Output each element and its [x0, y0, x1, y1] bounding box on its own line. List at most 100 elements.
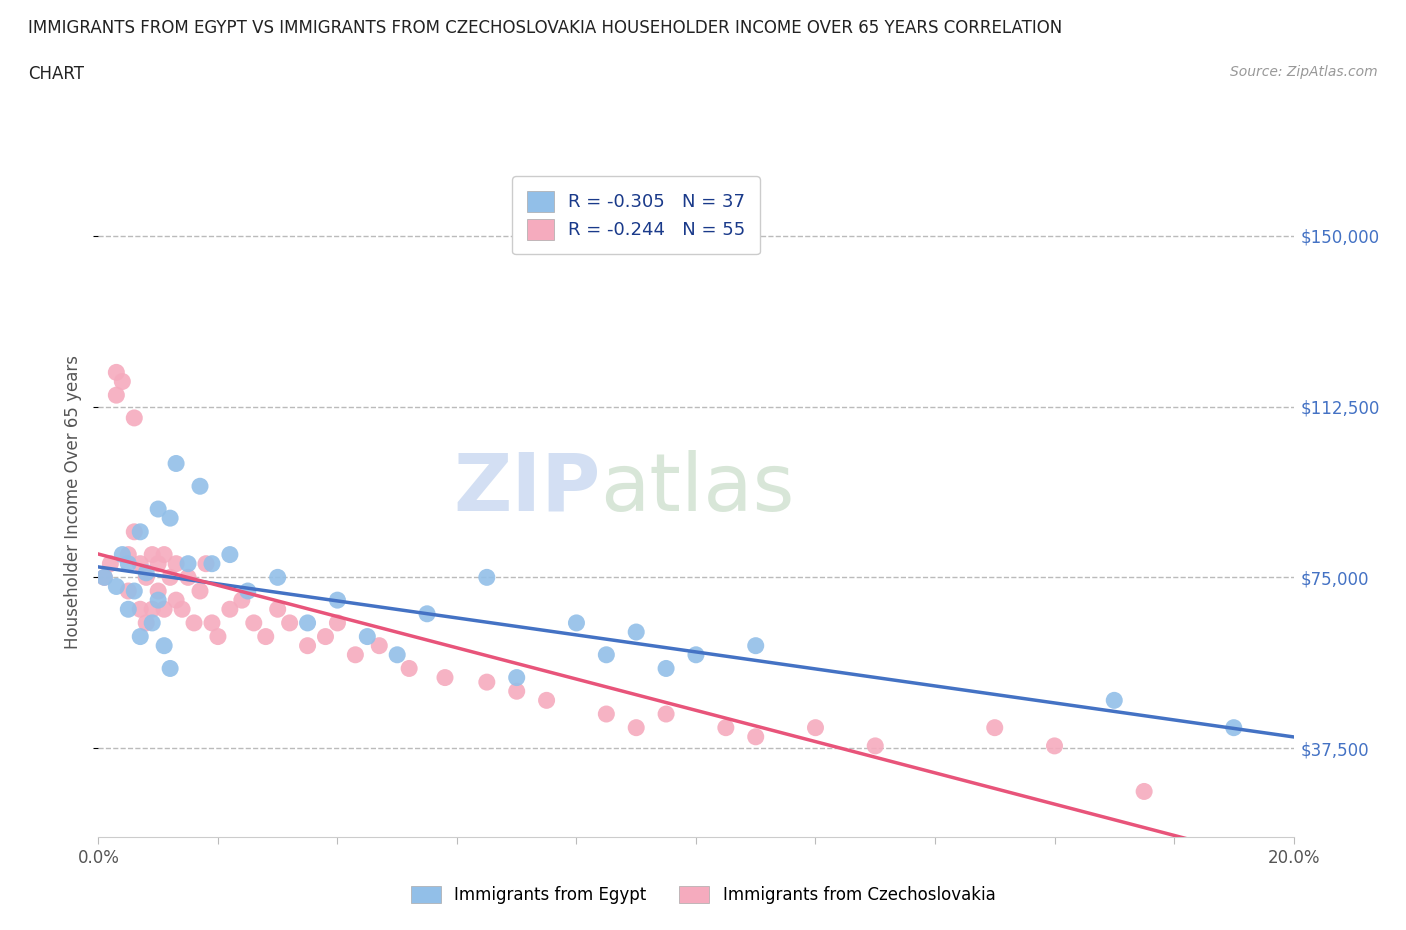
Point [117, 584, 139, 599]
Point [195, 556, 218, 571]
Point [124, 584, 146, 599]
Point [398, 661, 420, 676]
Point [135, 570, 157, 585]
Point [416, 606, 439, 621]
Point [714, 720, 737, 735]
Point [745, 638, 768, 653]
Point [475, 570, 498, 585]
Point [159, 511, 181, 525]
Point [100, 556, 122, 571]
Point [655, 661, 678, 676]
Point [117, 547, 139, 562]
Point [804, 720, 827, 735]
Point [135, 565, 157, 580]
Point [153, 602, 176, 617]
Point [93, 570, 115, 585]
Y-axis label: Householder Income Over 65 years: Householder Income Over 65 years [65, 355, 83, 649]
Point [105, 579, 128, 594]
Point [506, 684, 529, 698]
Point [111, 547, 134, 562]
Point [141, 616, 163, 631]
Point [165, 456, 187, 471]
Point [506, 671, 529, 685]
Point [219, 602, 242, 617]
Point [685, 647, 707, 662]
Legend: R = -0.305   N = 37, R = -0.244   N = 55: R = -0.305 N = 37, R = -0.244 N = 55 [512, 177, 761, 254]
Point [254, 629, 277, 644]
Point [626, 625, 648, 640]
Point [172, 602, 194, 617]
Point [565, 616, 588, 631]
Point [368, 638, 391, 653]
Point [385, 647, 409, 662]
Point [153, 547, 176, 562]
Point [475, 674, 498, 689]
Point [219, 547, 242, 562]
Text: CHART: CHART [28, 65, 84, 83]
Point [124, 525, 146, 539]
Point [188, 479, 211, 494]
Point [297, 616, 319, 631]
Point [326, 616, 349, 631]
Point [141, 602, 163, 617]
Point [93, 570, 115, 585]
Point [129, 629, 152, 644]
Point [165, 556, 187, 571]
Point [129, 525, 152, 539]
Text: ZIP: ZIP [453, 450, 600, 528]
Point [655, 707, 678, 722]
Point [595, 647, 617, 662]
Point [201, 556, 224, 571]
Point [267, 602, 290, 617]
Point [201, 616, 224, 631]
Point [105, 365, 128, 379]
Point [595, 707, 617, 722]
Point [124, 410, 146, 425]
Point [177, 556, 200, 571]
Point [1043, 738, 1066, 753]
Point [159, 570, 181, 585]
Point [1133, 784, 1156, 799]
Text: IMMIGRANTS FROM EGYPT VS IMMIGRANTS FROM CZECHOSLOVAKIA HOUSEHOLDER INCOME OVER : IMMIGRANTS FROM EGYPT VS IMMIGRANTS FROM… [28, 19, 1063, 36]
Text: atlas: atlas [600, 450, 794, 528]
Point [117, 556, 139, 571]
Point [111, 374, 134, 389]
Point [129, 602, 152, 617]
Point [984, 720, 1007, 735]
Point [1104, 693, 1126, 708]
Point [315, 629, 337, 644]
Point [356, 629, 378, 644]
Point [183, 616, 205, 631]
Point [865, 738, 887, 753]
Point [243, 616, 266, 631]
Point [297, 638, 319, 653]
Point [745, 729, 768, 744]
Point [326, 592, 349, 607]
Point [159, 661, 181, 676]
Point [434, 671, 457, 685]
Text: Source: ZipAtlas.com: Source: ZipAtlas.com [1230, 65, 1378, 79]
Point [1223, 720, 1246, 735]
Legend: Immigrants from Egypt, Immigrants from Czechoslovakia: Immigrants from Egypt, Immigrants from C… [402, 878, 1004, 912]
Point [626, 720, 648, 735]
Point [141, 547, 163, 562]
Point [278, 616, 301, 631]
Point [236, 584, 259, 599]
Point [344, 647, 367, 662]
Point [153, 638, 176, 653]
Point [165, 592, 187, 607]
Point [105, 388, 128, 403]
Point [188, 584, 211, 599]
Point [207, 629, 229, 644]
Point [148, 592, 170, 607]
Point [148, 501, 170, 516]
Point [117, 602, 139, 617]
Point [231, 592, 253, 607]
Point [177, 570, 200, 585]
Point [148, 584, 170, 599]
Point [536, 693, 558, 708]
Point [135, 616, 157, 631]
Point [129, 556, 152, 571]
Point [148, 556, 170, 571]
Point [267, 570, 290, 585]
